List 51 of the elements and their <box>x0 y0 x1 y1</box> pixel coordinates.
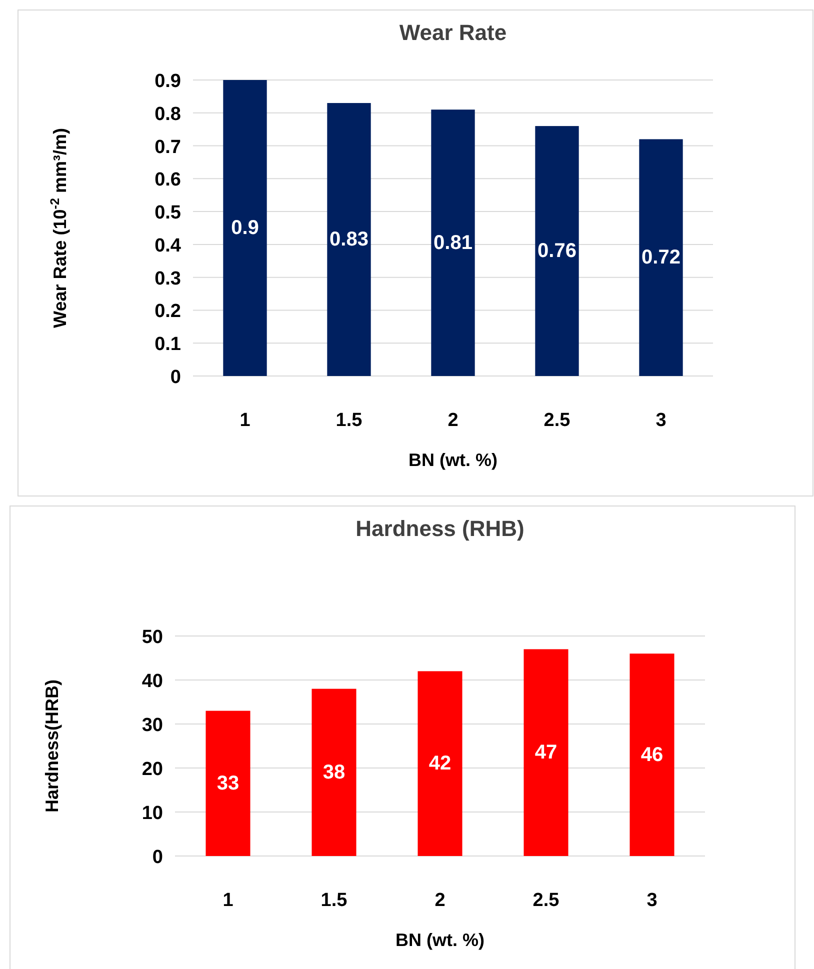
x-tick-label: 1.5 <box>336 410 363 431</box>
y-tick-label: 0 <box>170 367 181 388</box>
data-label: 0.9 <box>231 217 259 239</box>
chart-title: Wear Rate <box>399 20 507 45</box>
y-tick-label: 0.3 <box>154 268 181 290</box>
bar <box>206 710 250 856</box>
y-tick-label: 0.5 <box>154 202 182 224</box>
y-tick-label: 30 <box>142 715 163 736</box>
y-tick-label: 20 <box>142 759 163 780</box>
y-tick-label: 0 <box>152 847 163 868</box>
data-label: 42 <box>428 752 452 775</box>
x-tick-label: 3 <box>646 890 658 911</box>
x-tick-label: 1 <box>240 410 251 431</box>
data-label: 33 <box>216 772 240 794</box>
bar <box>535 126 579 376</box>
y-tick-label: 0.1 <box>154 334 182 356</box>
bar <box>223 80 267 376</box>
x-tick-label: 2 <box>448 410 458 431</box>
y-tick-label: 0.4 <box>154 235 182 256</box>
bar <box>431 110 475 376</box>
data-label: 0.76 <box>538 240 576 262</box>
bar <box>418 671 462 856</box>
data-label: 47 <box>534 742 558 764</box>
data-label: 0.72 <box>642 246 680 269</box>
x-tick-label: 2.5 <box>544 410 571 431</box>
y-tick-label: 0.2 <box>154 301 181 322</box>
data-label: 38 <box>322 761 346 784</box>
y-axis-title: Hardness(HRB) <box>42 679 62 813</box>
y-tick-label: 0.7 <box>154 136 181 158</box>
y-tick-label: 0.8 <box>154 104 181 125</box>
data-label: 0.81 <box>434 232 472 254</box>
bar <box>639 139 683 376</box>
y-tick-label: 40 <box>142 671 163 692</box>
bar <box>327 103 371 376</box>
x-tick-label: 2 <box>434 890 446 911</box>
y-tick-label: 10 <box>142 803 163 824</box>
x-tick-label: 3 <box>656 410 666 431</box>
bar <box>630 654 674 856</box>
y-tick-label: 0.6 <box>154 170 181 191</box>
x-tick-label: 1 <box>222 890 234 911</box>
data-label: 0.83 <box>330 228 368 251</box>
x-axis-title: BN (wt. %) <box>408 450 498 470</box>
data-label: 46 <box>640 744 664 766</box>
x-tick-label: 2.5 <box>532 890 560 911</box>
chart-title: Hardness (RHB) <box>356 516 524 541</box>
bar <box>524 649 568 856</box>
bar <box>312 688 356 856</box>
y-tick-label: 50 <box>142 627 163 648</box>
x-axis-title: BN (wt. %) <box>396 930 484 950</box>
x-tick-label: 1.5 <box>320 890 348 911</box>
y-tick-label: 0.9 <box>154 71 181 92</box>
